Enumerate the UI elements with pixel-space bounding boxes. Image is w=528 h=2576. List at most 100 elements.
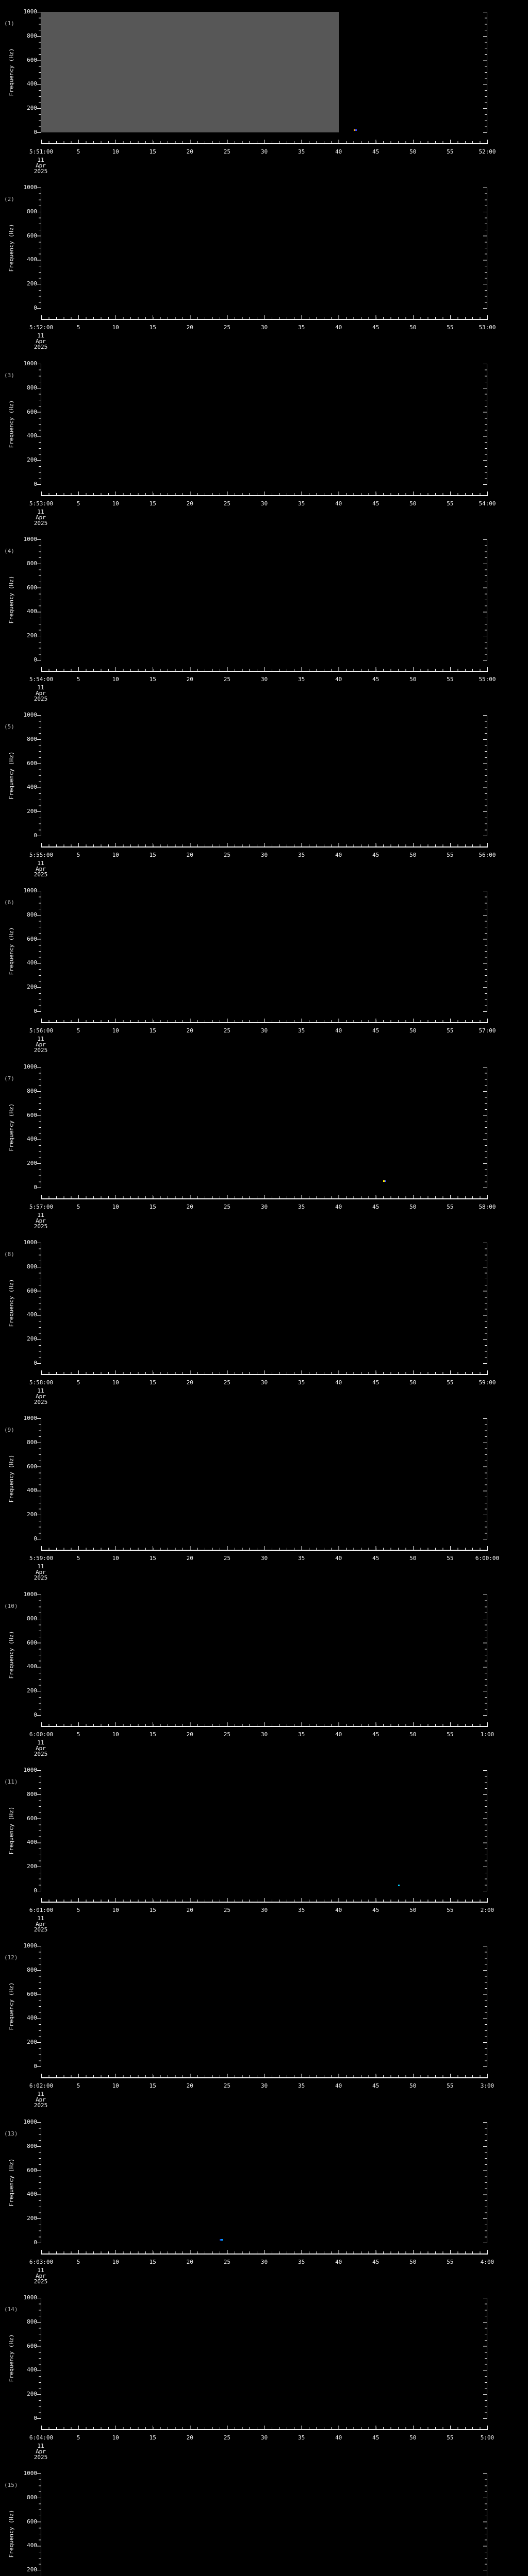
y-tick-label: 600	[27, 936, 37, 942]
x-tick-label: 35	[298, 2082, 305, 2089]
x-tick-label: 35	[298, 324, 305, 331]
x-tick-label: 15	[149, 1204, 156, 1210]
x-tick-label: 10	[112, 852, 119, 858]
x-tick-label: 5	[76, 1907, 80, 1913]
date-label: 2025	[34, 344, 48, 350]
date-label: 11	[37, 2267, 44, 2274]
x-tick-label: 40	[335, 2082, 342, 2089]
date-label: Apr	[36, 1041, 46, 1048]
date-label: 11	[37, 860, 44, 867]
spectrogram-panel: 020040060080010006:05:005101520253035404…	[0, 2462, 528, 2576]
x-tick-label: 10	[112, 1555, 119, 1562]
date-label: Apr	[36, 2448, 46, 2455]
x-tick-label: 5	[76, 324, 80, 331]
panel-number-label: (11)	[4, 1778, 18, 1785]
y-axis-major-ticks-left	[37, 1946, 41, 2067]
x-tick-label: 25	[223, 852, 231, 858]
x-start-time-label: 5:56:00	[29, 1027, 54, 1034]
time-axis-line	[41, 143, 488, 144]
x-tick-label: 50	[409, 1204, 417, 1210]
x-tick-label: 20	[186, 852, 193, 858]
y-tick-label: 800	[27, 2318, 37, 2325]
x-tick-label: 20	[186, 2434, 193, 2441]
x-tick-label: 20	[186, 2082, 193, 2089]
x-tick-label: 25	[223, 2082, 231, 2089]
x-tick-label: 30	[260, 1027, 268, 1034]
x-tick-label: 35	[298, 2434, 305, 2441]
spectrogram-panel: 0 200 400 600 800 1000 6:03:00 5 10 15 20 25 30 35 40 4…	[0, 2110, 528, 2286]
y-tick-label: 200	[27, 105, 37, 111]
x-tick-label: 10	[112, 2082, 119, 2089]
y-tick-label: 0	[34, 1887, 37, 1894]
x-tick-label: 5	[76, 148, 80, 155]
y-tick-label: 0	[34, 2063, 37, 2070]
detection-pixel	[221, 2239, 223, 2241]
x-end-time-label: 56:00	[478, 852, 496, 858]
y-tick-label: 0	[34, 2415, 37, 2421]
date-label: 11	[37, 332, 44, 339]
y-tick-label: 1000	[23, 1415, 38, 1421]
y-tick-label: 200	[27, 280, 37, 287]
y-tick-label: 600	[27, 2343, 37, 2349]
x-tick-label: 40	[335, 676, 342, 683]
date-label: 2025	[34, 1223, 48, 1230]
panel-number-label: (3)	[4, 372, 14, 379]
date-label: 11	[37, 1036, 44, 1042]
x-tick-label: 30	[260, 2434, 268, 2441]
y-axis-major-ticks-right	[483, 188, 487, 309]
time-axis-line	[41, 319, 488, 320]
y-tick-label: 400	[27, 1663, 37, 1670]
y-tick-label: 400	[27, 1839, 37, 1845]
x-tick-label: 25	[223, 324, 231, 331]
x-tick-label: 25	[223, 1027, 231, 1034]
y-tick-label: 800	[27, 1791, 37, 1798]
x-tick-label: 40	[335, 2259, 342, 2265]
x-tick-label: 20	[186, 1907, 193, 1913]
y-tick-label: 400	[27, 784, 37, 790]
x-tick-label: 35	[298, 1204, 305, 1210]
date-label: Apr	[36, 1393, 46, 1400]
y-tick-label: 400	[27, 2014, 37, 2021]
y-tick-label: 600	[27, 760, 37, 767]
y-tick-label: 600	[27, 1991, 37, 1997]
x-tick-label: 30	[260, 1555, 268, 1562]
y-tick-label: 600	[27, 57, 37, 63]
y-tick-label: 800	[27, 736, 37, 742]
x-tick-label: 25	[223, 1204, 231, 1210]
x-tick-label: 40	[335, 500, 342, 507]
y-axis-major-ticks-left	[37, 1770, 41, 1892]
y-tick-label: 200	[27, 2566, 37, 2573]
panel-number-label: (10)	[4, 1603, 18, 1609]
y-tick-label: 400	[27, 1311, 37, 1318]
x-tick-label: 45	[372, 2082, 380, 2089]
y-tick-label: 1000	[23, 184, 38, 191]
x-tick-label: 55	[447, 2082, 454, 2089]
y-tick-label: 0	[34, 304, 37, 311]
x-tick-label: 20	[186, 1027, 193, 1034]
time-axis-line	[41, 1022, 488, 1023]
y-tick-label: 600	[27, 232, 37, 239]
y-axis-major-ticks-left	[37, 2122, 41, 2244]
date-label: 11	[37, 1915, 44, 1922]
frequency-axis-title: Frequency (Hz)	[8, 1454, 15, 1503]
x-tick-label: 50	[409, 1379, 417, 1386]
y-axis-major-ticks-right	[483, 364, 487, 485]
x-end-time-label: 4:00	[480, 2259, 494, 2265]
y-tick-label: 1000	[23, 1063, 38, 1070]
x-tick-label: 25	[223, 1907, 231, 1913]
y-tick-label: 1000	[23, 360, 38, 367]
x-tick-label: 30	[260, 2259, 268, 2265]
x-tick-label: 25	[223, 2434, 231, 2441]
y-tick-label: 600	[27, 1287, 37, 1294]
panel-number-label: (5)	[4, 723, 14, 730]
x-tick-label: 10	[112, 1379, 119, 1386]
spectrogram-panel: 0 200 400 600 800 1000 6:04:00 5 10 15 20 25 30 35 40 4…	[0, 2286, 528, 2462]
time-axis-major-ticks	[41, 492, 488, 495]
x-tick-label: 55	[447, 2259, 454, 2265]
x-start-time-label: 5:54:00	[29, 676, 54, 683]
x-tick-label: 50	[409, 2082, 417, 2089]
x-tick-label: 10	[112, 148, 119, 155]
x-tick-label: 5	[76, 1555, 80, 1562]
x-tick-label: 15	[149, 852, 156, 858]
y-tick-label: 1000	[23, 1591, 38, 1598]
